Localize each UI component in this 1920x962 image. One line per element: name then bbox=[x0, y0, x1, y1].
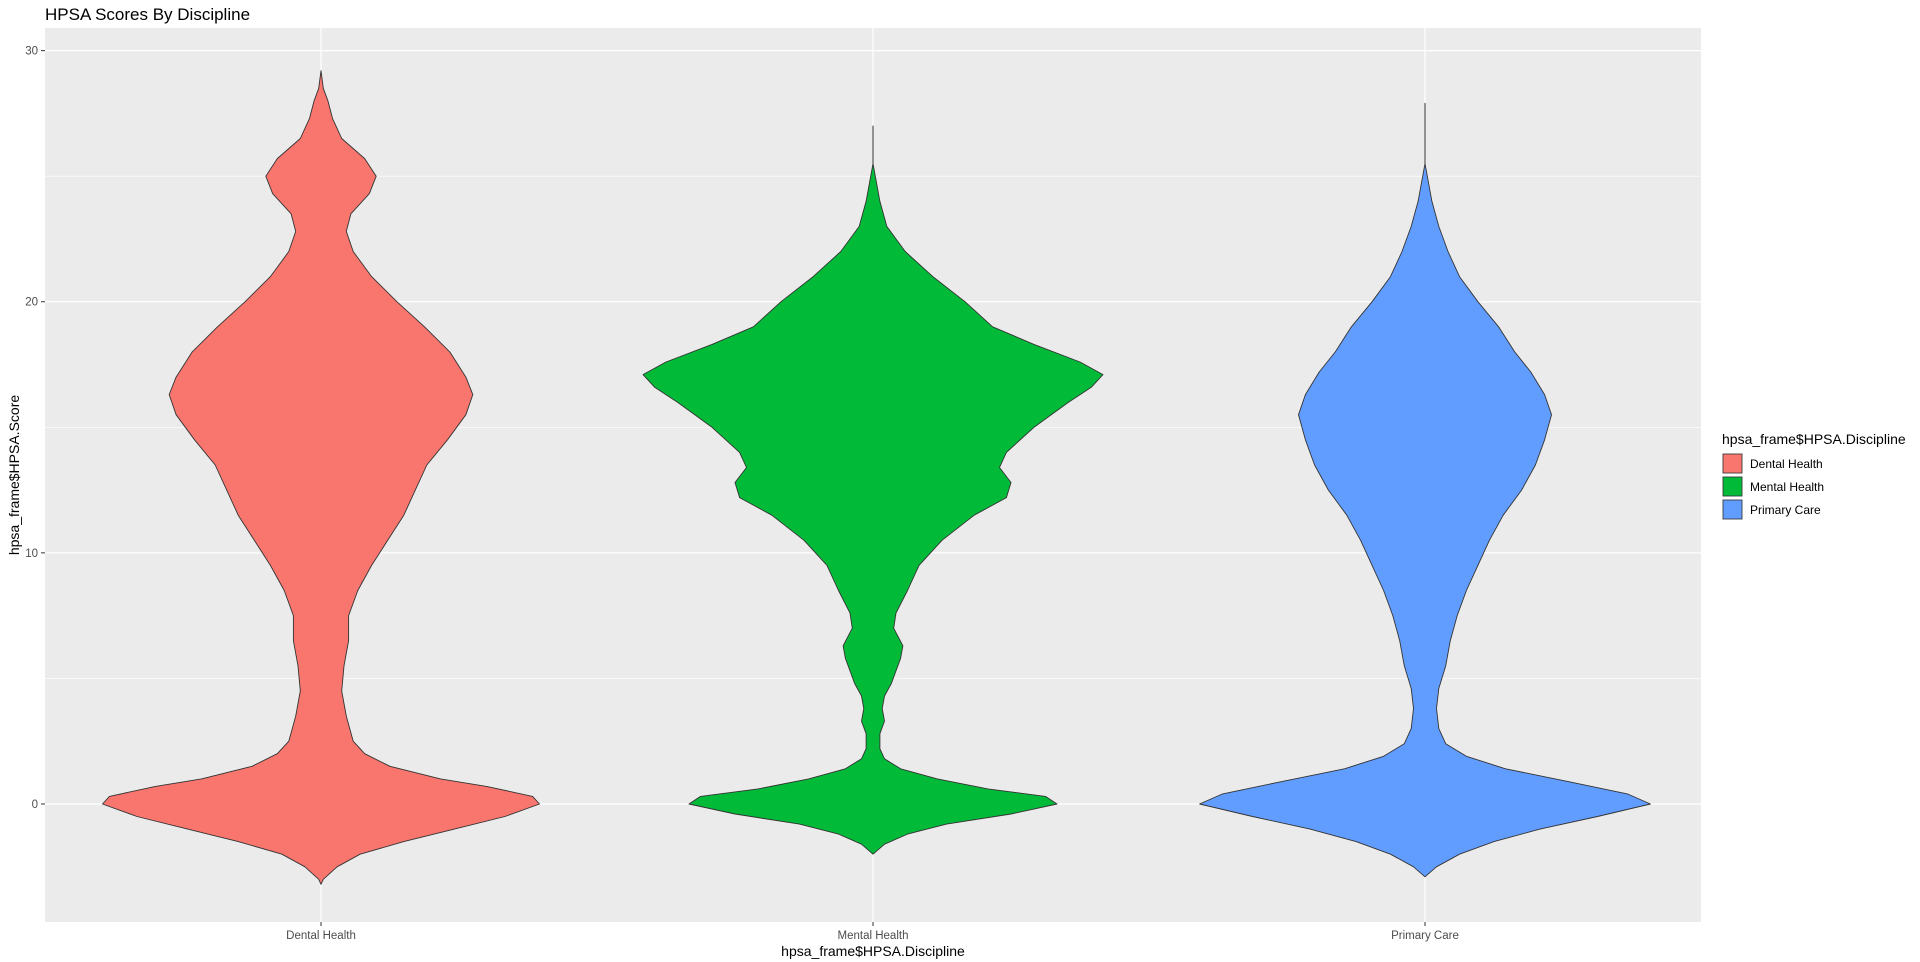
legend-title: hpsa_frame$HPSA.Discipline bbox=[1722, 431, 1906, 447]
legend: hpsa_frame$HPSA.Discipline Dental Health… bbox=[1722, 431, 1906, 520]
x-axis: Dental Health Mental Health Primary Care bbox=[286, 922, 1459, 942]
x-tick-label: Primary Care bbox=[1391, 930, 1459, 942]
legend-label-dental-health: Dental Health bbox=[1750, 457, 1823, 471]
violins bbox=[102, 70, 1651, 885]
y-axis-title: hpsa_frame$HPSA.Score bbox=[6, 395, 22, 556]
chart-title: HPSA Scores By Discipline bbox=[45, 5, 250, 24]
violin-primary-care bbox=[1199, 102, 1651, 878]
y-tick-label: 20 bbox=[25, 297, 38, 309]
x-axis-title: hpsa_frame$HPSA.Discipline bbox=[781, 943, 965, 959]
y-axis: 0 10 20 30 bbox=[25, 46, 45, 811]
y-tick-label: 0 bbox=[32, 799, 38, 811]
legend-swatch-mental-health bbox=[1722, 476, 1743, 497]
violin-mental-health bbox=[642, 125, 1104, 855]
x-tick-label: Mental Health bbox=[838, 930, 909, 942]
y-tick-label: 30 bbox=[25, 46, 38, 58]
legend-swatch-primary-care bbox=[1722, 499, 1743, 520]
violin-dental-health bbox=[102, 70, 540, 885]
x-tick-label: Dental Health bbox=[286, 930, 356, 942]
legend-swatch-dental-health bbox=[1722, 453, 1743, 474]
y-tick-label: 10 bbox=[25, 548, 38, 560]
legend-label-primary-care: Primary Care bbox=[1750, 503, 1821, 517]
legend-label-mental-health: Mental Health bbox=[1750, 480, 1824, 494]
